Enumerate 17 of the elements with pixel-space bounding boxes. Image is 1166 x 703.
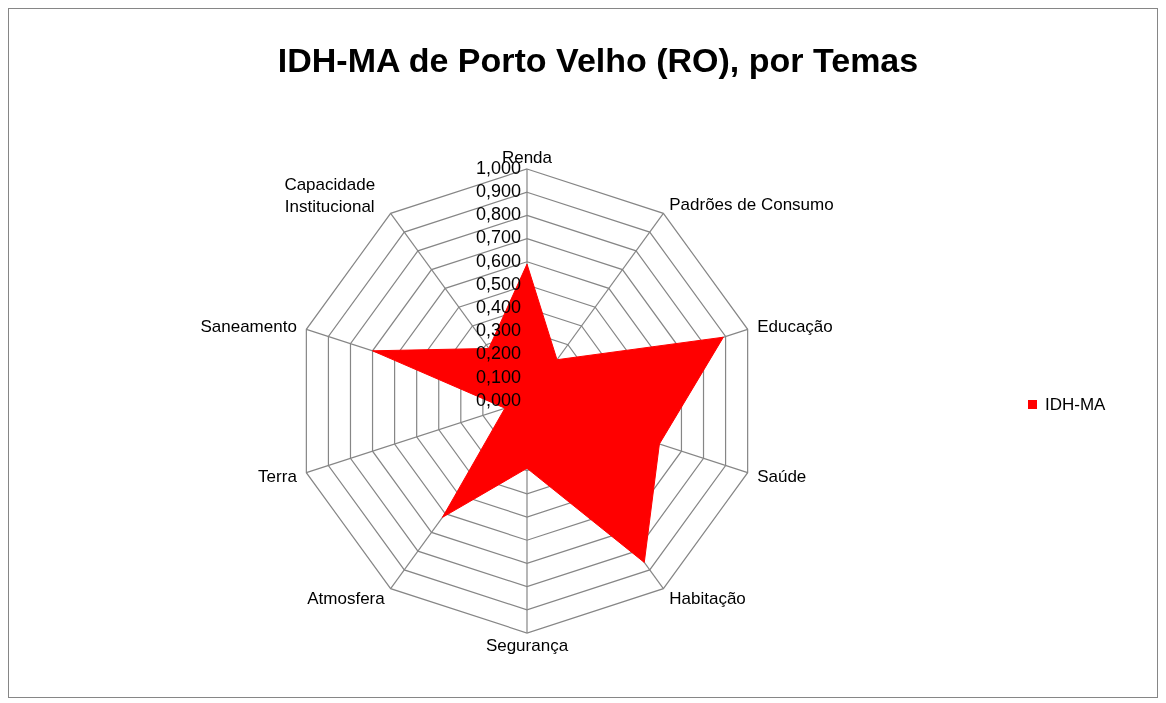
chart-title: IDH-MA de Porto Velho (RO), por Temas bbox=[277, 41, 919, 79]
spoke-label: Habitação bbox=[669, 589, 746, 609]
y-tick-label: 0,700 bbox=[475, 227, 521, 248]
spoke-label: Saúde bbox=[757, 467, 807, 487]
y-tick-label: 0,600 bbox=[475, 250, 521, 271]
spoke-label: Atmosfera bbox=[307, 589, 386, 609]
spoke-label: Capacidade Institucional bbox=[284, 174, 376, 216]
spoke-label: Segurança bbox=[485, 636, 569, 655]
spoke-label: Educação bbox=[757, 316, 833, 336]
y-tick-label: 0,200 bbox=[475, 343, 521, 364]
spoke-label: Terra bbox=[258, 467, 298, 487]
spoke-label: Saneamento bbox=[200, 316, 297, 336]
y-tick-label: 0,100 bbox=[475, 366, 521, 387]
spoke-label: Padrões de Consumo bbox=[669, 194, 834, 214]
y-tick-label: 0,900 bbox=[475, 180, 521, 201]
y-tick-label: 0,800 bbox=[475, 204, 521, 225]
legend-label: IDH-MA bbox=[1045, 395, 1107, 414]
